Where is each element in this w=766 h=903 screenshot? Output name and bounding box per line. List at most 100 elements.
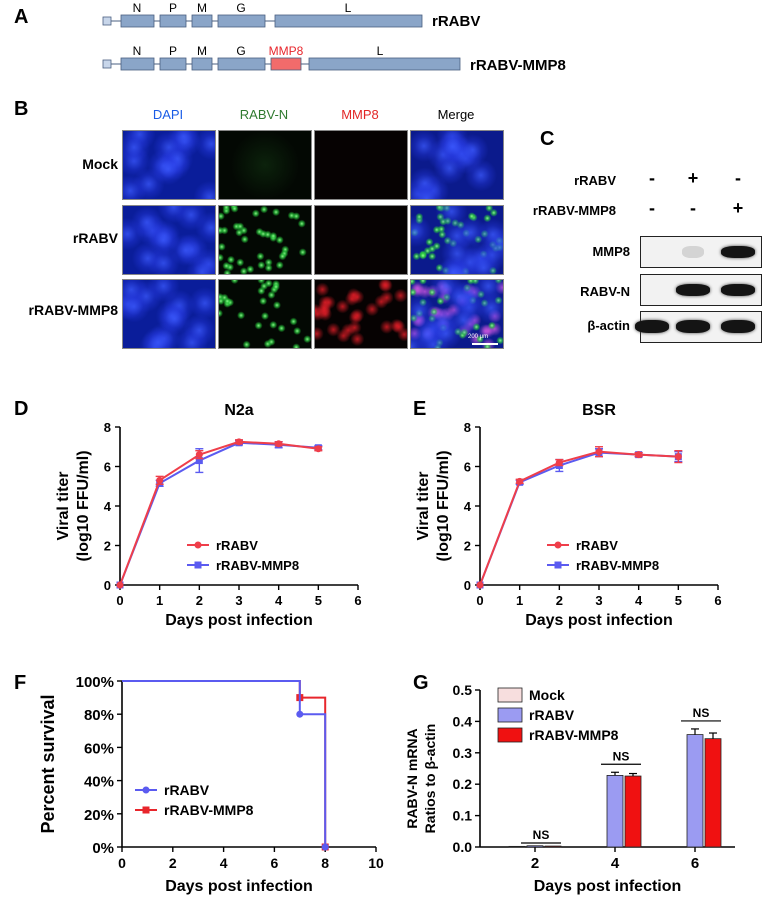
- y-tick-label: 0%: [92, 840, 114, 857]
- gene-g-box: [217, 57, 266, 71]
- x-tick-label: 0: [116, 593, 123, 608]
- blot-band: [635, 320, 669, 333]
- y-tick-label: 4: [104, 499, 112, 514]
- y-axis-label: Viral titer (log10 FFU/ml): [55, 450, 92, 561]
- sign: -: [649, 168, 655, 188]
- data-point: [195, 451, 203, 459]
- legend-marker: [194, 561, 202, 569]
- y-tick-label: 80%: [84, 707, 114, 724]
- blot-band: [676, 284, 710, 296]
- y-tick-label: 8: [104, 420, 111, 435]
- row-label-rrabv-mmp8: rRABV-MMP8: [28, 302, 118, 318]
- y-tick-label: 40%: [84, 774, 114, 791]
- blot-label-beta-actin: β-actin: [587, 318, 630, 333]
- data-point: [476, 581, 484, 589]
- y-tick-label: 6: [464, 460, 471, 475]
- data-point: [674, 453, 682, 461]
- chart-e-bsr: BSR 0 2 4 6 8 0 1 2 3 4 5 6 Days post infection Viral …: [415, 402, 722, 629]
- blot-band: [721, 246, 755, 258]
- bar-rrabv-mmp8: [544, 845, 562, 848]
- scale-bar-label: 200 μm: [468, 334, 489, 340]
- y-tick-label: 60%: [84, 740, 114, 757]
- data-point: [314, 445, 322, 453]
- blot-band: [682, 246, 704, 258]
- micrograph-rrabv-mmp8-dapi: [122, 279, 216, 349]
- y-tick-label: 0.3: [453, 745, 473, 761]
- chart-f-survival: 0% 20% 40% 60% 80% 100% 0 2 4 6 8 10 Days post infec…: [38, 674, 384, 895]
- data-point: [321, 843, 329, 851]
- x-axis-label: Days post infection: [525, 612, 673, 629]
- data-point: [116, 581, 124, 589]
- data-point: [595, 448, 603, 456]
- panel-label-g: G: [413, 672, 429, 694]
- legend-swatch: [497, 687, 523, 703]
- gene-n-box: [120, 57, 155, 71]
- bar-rrabv-mmp8: [704, 738, 722, 848]
- gene-l-box: [274, 14, 423, 28]
- y-tick-label: 0.1: [453, 808, 473, 824]
- x-tick-label: 3: [595, 593, 602, 608]
- construct-rrabv-mmp8: N P M G MMP8 L rRABV-MMP8: [102, 44, 566, 74]
- row-label-rrabv: rRABV: [72, 230, 118, 246]
- legend-label: rRABV-MMP8: [164, 802, 254, 818]
- data-point: [156, 476, 164, 484]
- legend-label: Mock: [529, 687, 565, 703]
- y-axis-label-line2: Ratios to β-actin: [422, 724, 438, 834]
- bar-mock: [508, 845, 526, 848]
- x-tick-label: 10: [368, 855, 384, 871]
- gene-g-box: [217, 14, 266, 28]
- survival-curve-rrabv-mmp8: [122, 680, 327, 847]
- y-tick-label: 100%: [76, 674, 114, 691]
- scale-bar: [472, 343, 498, 345]
- legend-label: rRABV: [216, 538, 258, 553]
- series-line-rrabv: [479, 450, 679, 586]
- chart-title: BSR: [582, 402, 616, 419]
- y-tick-label: 6: [104, 460, 111, 475]
- x-tick-label: 4: [275, 593, 283, 608]
- bar-rrabv: [686, 734, 704, 848]
- mmp8-insert-box: [270, 57, 302, 71]
- data-point: [235, 438, 243, 446]
- micrograph-rrabv-merge: [410, 205, 504, 275]
- significance-label: NS: [533, 828, 550, 842]
- data-point: [195, 457, 203, 465]
- gene-p-label: P: [169, 1, 177, 15]
- bar-rrabv-mmp8: [624, 775, 642, 848]
- y-tick-label: 8: [464, 420, 471, 435]
- col-header-dapi: DAPI: [152, 107, 184, 122]
- micrograph-mock-rabv-n: [218, 130, 312, 200]
- y-axis-label: Percent survival: [38, 694, 58, 833]
- y-axis-label-line1: Viral titer: [415, 471, 432, 540]
- row-label-mock: Mock: [82, 156, 118, 172]
- legend-marker: [142, 786, 150, 794]
- gene-m-label: M: [197, 44, 207, 58]
- micrograph-rrabv-mmp8: [314, 205, 408, 275]
- panel-label-e: E: [413, 398, 427, 420]
- y-axis-label-line1: RABV-N mRNA: [405, 728, 420, 828]
- x-tick-label: 3: [235, 593, 242, 608]
- mmp8-insert-label: MMP8: [269, 44, 304, 58]
- micrograph-mock-mmp8: [314, 130, 408, 200]
- y-axis-label: RABV-N mRNA Ratios to β-actin: [405, 724, 438, 834]
- y-axis-label-line2: (log10 FFU/ml): [435, 450, 452, 561]
- y-tick-label: 0: [464, 578, 471, 593]
- blot-band: [721, 320, 755, 333]
- x-tick-label: 4: [635, 593, 643, 608]
- legend-marker: [194, 541, 202, 549]
- x-tick-label: 2: [196, 593, 203, 608]
- gene-g-label: G: [236, 1, 245, 15]
- x-tick-label: 6: [354, 593, 361, 608]
- legend-label: rRABV: [529, 707, 575, 723]
- y-tick-label: 0.5: [453, 682, 473, 698]
- gene-m-label: M: [197, 1, 207, 15]
- x-tick-label: 2: [531, 855, 539, 872]
- col-header-merge: Merge: [437, 107, 475, 122]
- gene-g-label: G: [236, 44, 245, 58]
- x-tick-label: 2: [556, 593, 563, 608]
- bar-rrabv: [526, 845, 544, 848]
- gene-l-label: L: [377, 44, 384, 58]
- y-axis-label-line2: (log10 FFU/ml): [75, 450, 92, 561]
- genome-diagram: N P M G L rRABV N P M G MMP8 L rRABV-MMP…: [102, 1, 566, 74]
- x-tick-label: 1: [156, 593, 163, 608]
- x-tick-label: 6: [271, 855, 279, 871]
